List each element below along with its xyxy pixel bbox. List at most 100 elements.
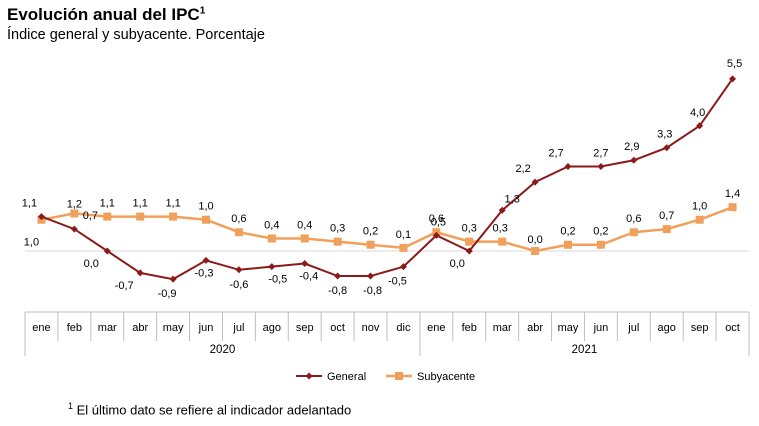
x-tick-label: feb: [67, 322, 82, 334]
subyacente-point: [465, 237, 474, 246]
subyacente-data-label: 0,6: [429, 213, 444, 225]
x-tick-label: may: [558, 322, 579, 334]
general-data-label: -0,7: [115, 280, 134, 292]
general-point: [268, 263, 276, 271]
general-point: [663, 144, 671, 152]
general-data-label: 5,5: [727, 58, 742, 70]
subyacente-point: [564, 240, 572, 249]
subyacente-data-label: 0,2: [560, 226, 575, 238]
general-data-label: 4,0: [690, 107, 705, 119]
general-data-label: 0,7: [83, 210, 98, 222]
general-point: [37, 213, 45, 221]
general-data-label: 2,2: [515, 163, 530, 175]
chart-title: Evolución anual del IPC1: [7, 5, 205, 25]
general-point: [432, 231, 440, 239]
general-point: [465, 247, 473, 255]
general-data-label: -0,5: [388, 276, 407, 288]
subyacente-data-label: 0,6: [626, 213, 641, 225]
subyacente-point: [300, 234, 309, 243]
subyacente-point: [399, 243, 408, 252]
x-tick-label: mar: [493, 322, 512, 334]
general-point: [597, 162, 605, 170]
subyacente-point: [498, 237, 507, 246]
chart-subtitle: Índice general y subyacente. Porcentaje: [7, 27, 265, 43]
x-tick-label: abr: [527, 322, 543, 334]
general-data-label: -0,8: [363, 285, 382, 297]
general-data-label: -0,8: [328, 285, 347, 297]
subyacente-data-label: 0,3: [330, 223, 345, 235]
year-label: 2020: [210, 344, 236, 356]
footnote: 1 El último dato se refiere al indicador…: [68, 401, 351, 417]
x-tick-label: ago: [263, 322, 281, 334]
general-data-label: 0,0: [84, 258, 99, 270]
series-line-subyacente: [41, 206, 733, 253]
general-point: [630, 156, 638, 164]
subyacente-data-label: 0,2: [363, 226, 378, 238]
x-tick-label: may: [163, 322, 184, 334]
x-tick-label: dic: [396, 322, 411, 334]
x-tick-label: mar: [98, 322, 117, 334]
general-point: [564, 162, 572, 170]
general-point: [729, 75, 737, 83]
subyacente-data-label: 1,4: [725, 188, 740, 200]
subyacente-data-label: 0,1: [396, 229, 411, 241]
subyacente-point: [662, 225, 671, 234]
x-tick-label: abr: [132, 322, 148, 334]
subyacente-point: [70, 209, 79, 218]
subyacente-point: [333, 237, 342, 246]
general-data-label: -0,6: [229, 279, 248, 291]
subyacente-point: [267, 234, 276, 243]
legend-general-label: General: [327, 371, 366, 383]
subyacente-point: [596, 240, 605, 249]
subyacente-point: [695, 215, 704, 224]
subyacente-data-label: 1,1: [100, 198, 115, 210]
subyacente-point: [629, 228, 638, 237]
subyacente-point: [366, 240, 375, 249]
general-point: [531, 178, 539, 186]
x-tick-label: nov: [362, 322, 380, 334]
general-data-label: 2,7: [548, 147, 563, 159]
general-point: [367, 272, 375, 280]
subyacente-data-label: 1,2: [67, 198, 82, 210]
general-data-label: 3,3: [657, 129, 672, 141]
subyacente-point: [103, 212, 112, 221]
general-data-label: 2,9: [624, 141, 639, 153]
x-tick-label: ago: [658, 322, 676, 334]
general-data-label: 1,1: [22, 198, 37, 210]
general-point: [70, 225, 78, 233]
subyacente-point: [234, 228, 243, 237]
year-label: 2021: [572, 344, 598, 356]
line-chart: ene feb mar abr may jun jul ago sep oct nov dic ene f…: [22, 58, 750, 383]
x-tick-label: jun: [593, 322, 609, 334]
general-point: [169, 275, 177, 283]
x-tick-label: jul: [232, 322, 244, 334]
general-data-label: -0,4: [299, 271, 318, 283]
subyacente-data-label: 0,6: [231, 213, 246, 225]
subyacente-data-label: 1,0: [24, 237, 39, 249]
general-data-label: 1,3: [505, 193, 520, 205]
footnote-text: El último dato se refiere al indicador a…: [76, 402, 352, 418]
subyacente-point: [169, 212, 178, 221]
x-tick-label: feb: [462, 322, 477, 334]
general-point: [334, 272, 342, 280]
subyacente-data-label: 1,0: [692, 201, 707, 213]
subyacente-data-label: 1,1: [165, 198, 180, 210]
subyacente-data-label: 0,2: [593, 226, 608, 238]
chart-title-text: Evolución anual del IPC: [7, 5, 200, 24]
general-data-label: -0,9: [158, 288, 177, 300]
subyacente-data-label: 1,0: [198, 201, 213, 213]
legend-general-marker: [305, 372, 313, 380]
subyacente-data-label: 0,7: [659, 210, 674, 222]
general-data-label: 0,0: [450, 258, 465, 270]
footnote-superscript: 1: [68, 401, 74, 411]
legend-subyacente-label: Subyacente: [417, 371, 475, 383]
x-tick-label: sep: [296, 322, 314, 334]
subyacente-data-label: 0,4: [264, 219, 279, 231]
x-tick-label: oct: [725, 322, 740, 334]
general-data-label: -0,3: [195, 267, 214, 279]
x-tick-label: oct: [330, 322, 345, 334]
general-point: [235, 266, 243, 274]
x-tick-label: jul: [627, 322, 639, 334]
x-tick-label: sep: [691, 322, 709, 334]
legend-subyacente-marker: [395, 372, 403, 380]
